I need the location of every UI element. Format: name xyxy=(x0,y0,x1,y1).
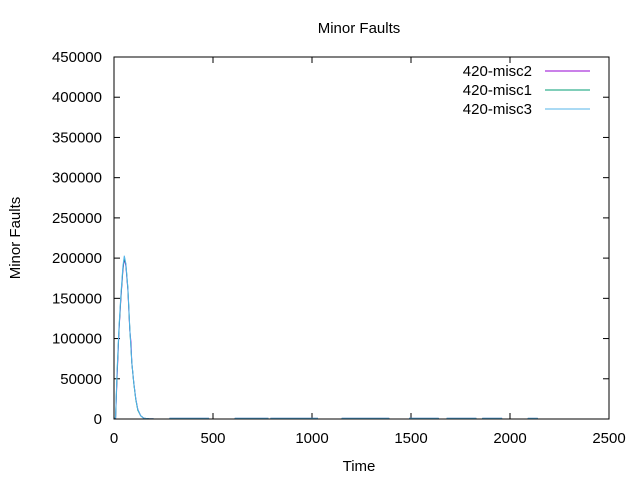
x-tick-label: 0 xyxy=(110,430,118,447)
x-tick-label: 1000 xyxy=(295,430,328,447)
y-tick-label: 450000 xyxy=(52,49,102,66)
y-tick-label: 300000 xyxy=(52,170,102,187)
series-line-420-misc3 xyxy=(113,255,154,420)
legend-label: 420-misc2 xyxy=(463,63,532,80)
x-tick-label: 2000 xyxy=(493,430,526,447)
y-tick-label: 150000 xyxy=(52,290,102,307)
y-tick-label: 200000 xyxy=(52,250,102,267)
y-axis-label: Minor Faults xyxy=(7,197,24,280)
chart-title: Minor Faults xyxy=(318,20,401,37)
y-tick-label: 350000 xyxy=(52,129,102,146)
y-tick-label: 400000 xyxy=(52,89,102,106)
legend-label: 420-misc3 xyxy=(463,101,532,118)
y-tick-label: 0 xyxy=(94,411,102,428)
y-tick-label: 250000 xyxy=(52,210,102,227)
axis-ticks: 0 500 1000 1500 2000 2500 0 50000 100000 150000 20… xyxy=(52,49,626,447)
plot-series-group xyxy=(113,255,538,420)
x-tick-label: 2500 xyxy=(592,430,625,447)
legend: 420-misc2 420-misc1 420-misc3 xyxy=(463,63,590,118)
x-tick-label: 500 xyxy=(200,430,225,447)
y-tick-label: 100000 xyxy=(52,331,102,348)
plot-frame xyxy=(113,56,610,420)
x-tick-label: 1500 xyxy=(394,430,427,447)
x-axis-label: Time xyxy=(343,458,376,475)
legend-label: 420-misc1 xyxy=(463,82,532,99)
y-tick-label: 50000 xyxy=(60,371,102,388)
